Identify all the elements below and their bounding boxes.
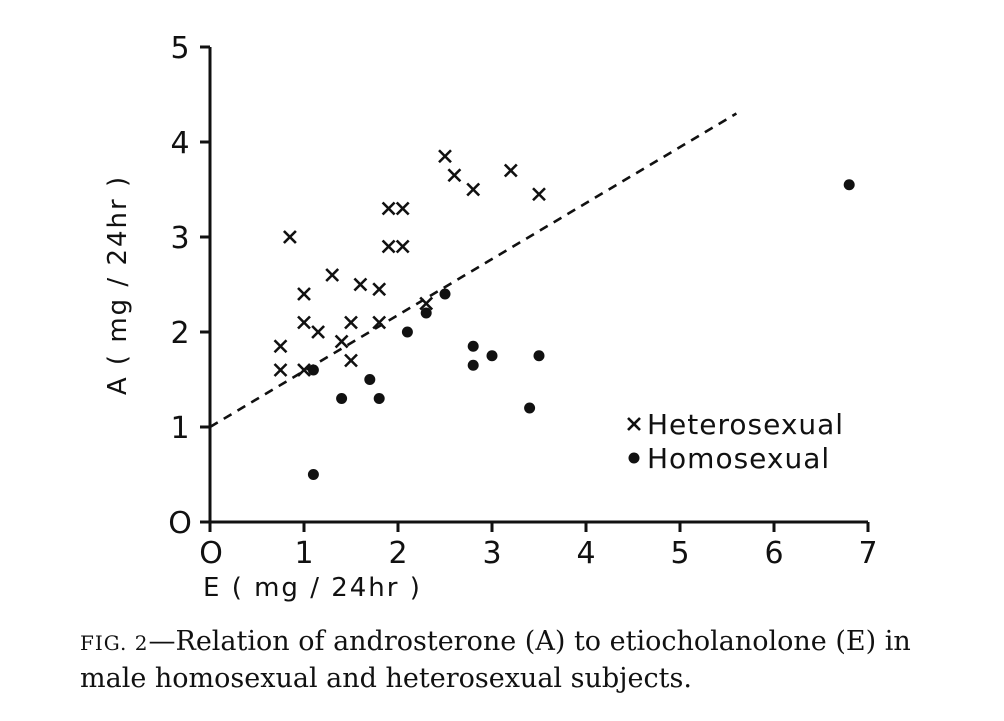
heterosexual-point bbox=[282, 230, 297, 244]
tick-labels: O 1 2 3 4 5 6 7 O 1 2 3 4 5 bbox=[168, 31, 877, 571]
ticks bbox=[200, 45, 870, 532]
legend-label-homosexual: Homosexual bbox=[647, 442, 830, 475]
heterosexual-point bbox=[381, 239, 396, 254]
heterosexual-point bbox=[372, 282, 387, 297]
data-points bbox=[273, 149, 855, 480]
x-tick-label: 5 bbox=[670, 536, 689, 571]
heterosexual-point bbox=[466, 182, 481, 197]
heterosexual-point bbox=[344, 315, 358, 330]
heterosexual-point bbox=[273, 363, 288, 377]
axes bbox=[208, 47, 868, 524]
heterosexual-point bbox=[381, 201, 396, 216]
heterosexual-point bbox=[325, 268, 340, 282]
homosexual-point bbox=[843, 179, 855, 191]
heterosexual-point bbox=[297, 363, 311, 377]
figure-number: FIG. 2 bbox=[80, 631, 149, 655]
homosexual-point bbox=[486, 350, 498, 362]
homosexual-point bbox=[439, 288, 451, 300]
x-tick-label: 4 bbox=[576, 536, 595, 571]
homosexual-point bbox=[524, 402, 536, 414]
heterosexual-point bbox=[438, 149, 452, 164]
legend-label-heterosexual: Heterosexual bbox=[647, 408, 844, 441]
heterosexual-point bbox=[311, 325, 326, 339]
y-tick-label: 5 bbox=[170, 31, 189, 66]
heterosexual-point bbox=[344, 353, 358, 368]
trend-line bbox=[209, 112, 738, 429]
heterosexual-point bbox=[419, 296, 434, 311]
homosexual-point bbox=[467, 359, 479, 371]
heterosexual-point bbox=[532, 187, 546, 202]
homosexual-point bbox=[467, 340, 479, 352]
y-tick-label: O bbox=[168, 506, 192, 541]
legend: Heterosexual Homosexual bbox=[627, 408, 844, 475]
homosexual-point bbox=[533, 350, 545, 362]
x-tick-label: 3 bbox=[482, 536, 501, 571]
heterosexual-point bbox=[395, 239, 410, 254]
heterosexual-point bbox=[297, 287, 311, 301]
scatter-chart: O 1 2 3 4 5 6 7 O 1 2 3 4 5 A ( mg / 24hr ) E ( mg / … bbox=[103, 31, 878, 603]
x-tick-label: 2 bbox=[388, 536, 407, 571]
y-tick-label: 1 bbox=[170, 411, 189, 446]
heterosexual-point bbox=[447, 168, 462, 183]
heterosexual-point bbox=[395, 201, 410, 216]
y-tick-label: 4 bbox=[170, 126, 189, 161]
homosexual-point bbox=[420, 307, 432, 319]
y-tick-label: 2 bbox=[170, 316, 189, 351]
homosexual-point bbox=[336, 393, 348, 404]
homosexual-point bbox=[307, 364, 319, 376]
heterosexual-point bbox=[273, 339, 288, 354]
y-tick-label: 3 bbox=[170, 221, 189, 256]
homosexual-point bbox=[373, 393, 385, 404]
homosexual-point bbox=[364, 374, 376, 385]
heterosexual-point bbox=[372, 315, 387, 330]
legend-item-heterosexual: Heterosexual bbox=[627, 408, 844, 441]
x-axis-title: E ( mg / 24hr ) bbox=[203, 573, 422, 603]
homosexual-point bbox=[307, 469, 319, 480]
heterosexual-point bbox=[297, 315, 311, 330]
x-tick-label: 1 bbox=[294, 536, 313, 571]
heterosexual-point bbox=[503, 163, 518, 178]
heterosexual-point bbox=[353, 277, 368, 292]
y-axis-title: A ( mg / 24hr ) bbox=[103, 175, 133, 395]
homosexual-point bbox=[401, 326, 413, 338]
heterosexual-point bbox=[334, 334, 349, 349]
dot-marker-icon bbox=[628, 452, 640, 464]
x-tick-label: 7 bbox=[858, 536, 877, 571]
x-tick-label: O bbox=[199, 536, 223, 571]
x-tick-label: 6 bbox=[764, 536, 783, 571]
x-marker-icon bbox=[627, 417, 641, 431]
figure-caption: FIG. 2—Relation of androsterone (A) to e… bbox=[80, 624, 960, 696]
caption-text: —Relation of androsterone (A) to etiocho… bbox=[80, 626, 911, 694]
legend-item-homosexual: Homosexual bbox=[628, 442, 830, 475]
